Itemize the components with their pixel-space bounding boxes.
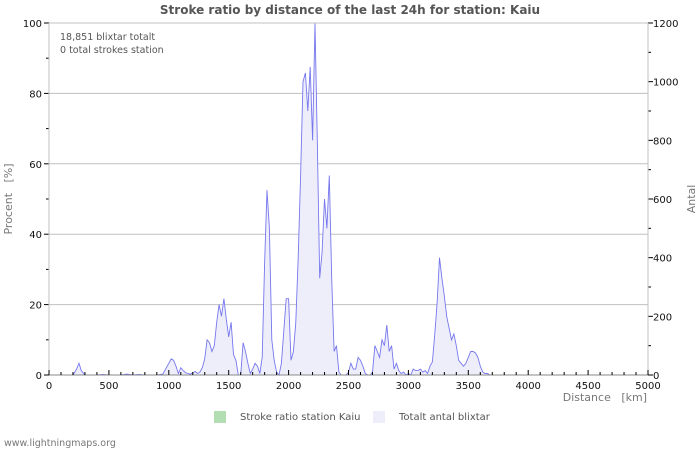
x-tick-label: 4000 [515,381,540,392]
x-tick-label: 3000 [396,381,421,392]
legend-swatch-green [214,411,226,423]
x-tick-label: 1000 [156,381,181,392]
x-tick-label: 3500 [456,381,481,392]
x-tick-label: 2000 [276,381,301,392]
left-tick-label: 100 [23,19,42,30]
right-tick-label: 1200 [653,19,678,30]
right-tick-label: 200 [653,312,672,323]
legend-label-stroke-ratio: Stroke ratio station Kaiu [240,411,361,423]
left-tick-label: 60 [29,160,42,171]
total-strokes-text: 18,851 blixtar totalt [60,32,156,43]
total-strokes-line [49,22,495,377]
legend-swatch-lavender [373,411,385,423]
x-tick-label: 5000 [635,381,660,392]
right-tick-label: 0 [653,371,659,382]
right-tick-label: 800 [653,136,672,147]
x-tick-label: 1500 [216,381,241,392]
right-tick-label: 600 [653,195,672,206]
left-tick-label: 40 [29,230,42,241]
x-tick-label: 500 [99,381,118,392]
legend-item-total: Totalt antal blixtar [373,411,490,423]
x-tick-label: 4500 [575,381,600,392]
legend: Stroke ratio station Kaiu Totalt antal b… [0,411,700,425]
x-tick-label: 0 [46,381,52,392]
left-tick-label: 0 [36,371,42,382]
left-tick-label: 20 [29,301,42,312]
left-axis-label: Procent [%] [2,163,15,234]
x-axis-label: Distance [km] [563,391,647,404]
right-tick-label: 1000 [653,78,678,89]
info-box: 18,851 blixtar totalt 0 total strokes st… [60,31,164,57]
right-tick-label: 400 [653,254,672,265]
left-tick-label: 80 [29,89,42,100]
x-tick-label: 2500 [336,381,361,392]
right-axis-label: Antal [685,185,698,214]
legend-item-stroke-ratio: Stroke ratio station Kaiu [214,411,361,423]
total-strokes-area [49,23,495,375]
station-strokes-text: 0 total strokes station [60,45,164,56]
chart-title: Stroke ratio by distance of the last 24h… [159,3,541,17]
footer-credit: www.lightningmaps.org [4,438,116,449]
legend-label-total: Totalt antal blixtar [399,411,490,423]
